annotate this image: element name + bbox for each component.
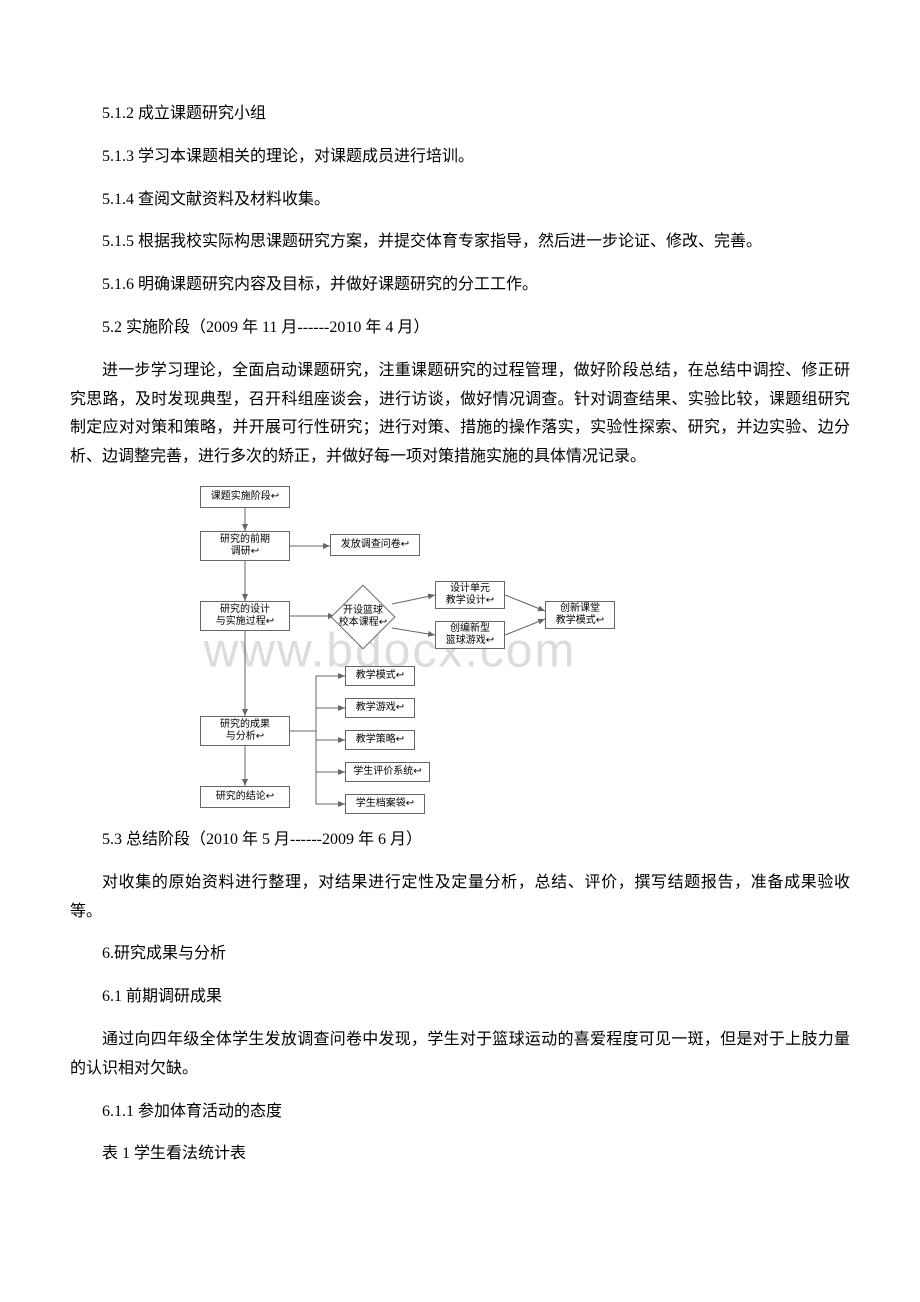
para-5-1-5: 5.1.5 根据我校实际构思课题研究方案，并提交体育专家指导，然后进一步论证、修… — [70, 228, 850, 257]
flowchart-node-n7: 创新课堂 教学模式↩ — [545, 601, 615, 629]
flowchart-node-n10: 研究的成果 与分析↩ — [200, 716, 290, 746]
flowchart-node-n4: 研究的设计 与实施过程↩ — [200, 601, 290, 631]
para-5-1-4: 5.1.4 查阅文献资料及材料收集。 — [70, 186, 850, 215]
flowchart-diamond-d1: 开设篮球 校本课程↩ — [340, 594, 386, 640]
para-5-3-body: 对收集的原始资料进行整理，对结果进行定性及定量分析，总结、评价，撰写结题报告，准… — [70, 869, 850, 927]
flowchart-node-n9: 教学游戏↩ — [345, 698, 415, 718]
flowchart-node-n12: 学生评价系统↩ — [345, 762, 430, 782]
flowchart-node-n11: 教学策略↩ — [345, 730, 415, 750]
flowchart-node-n1: 课题实施阶段↩ — [200, 486, 290, 508]
flowchart-node-n6: 创编新型 篮球游戏↩ — [435, 621, 505, 649]
flowchart: www.bdocx.com 课题实施阶段↩研究的前期 调研↩发放调查问卷↩研究的… — [130, 486, 650, 816]
flowchart-node-n14: 学生档案袋↩ — [345, 794, 425, 814]
para-6-1-1: 6.1.1 参加体育活动的态度 — [70, 1098, 850, 1127]
para-5-1-6: 5.1.6 明确课题研究内容及目标，并做好课题研究的分工工作。 — [70, 271, 850, 300]
para-5-2: 5.2 实施阶段（2009 年 11 月------2010 年 4 月） — [70, 314, 850, 343]
para-table1: 表 1 学生看法统计表 — [70, 1140, 850, 1169]
para-6-1-body: 通过向四年级全体学生发放调查问卷中发现，学生对于篮球运动的喜爱程度可见一斑，但是… — [70, 1026, 850, 1084]
para-5-1-3: 5.1.3 学习本课题相关的理论，对课题成员进行培训。 — [70, 143, 850, 172]
para-5-2-body: 进一步学习理论，全面启动课题研究，注重课题研究的过程管理，做好阶段总结，在总结中… — [70, 357, 850, 472]
flowchart-node-n5: 设计单元 教学设计↩ — [435, 581, 505, 609]
flowchart-node-n2: 研究的前期 调研↩ — [200, 531, 290, 561]
para-6: 6.研究成果与分析 — [70, 940, 850, 969]
para-5-1-2: 5.1.2 成立课题研究小组 — [70, 100, 850, 129]
flowchart-node-n8: 教学模式↩ — [345, 666, 415, 686]
flowchart-node-n3: 发放调查问卷↩ — [330, 534, 420, 556]
para-6-1: 6.1 前期调研成果 — [70, 983, 850, 1012]
para-5-3: 5.3 总结阶段（2010 年 5 月------2009 年 6 月） — [70, 826, 850, 855]
flowchart-node-n13: 研究的结论↩ — [200, 786, 290, 808]
